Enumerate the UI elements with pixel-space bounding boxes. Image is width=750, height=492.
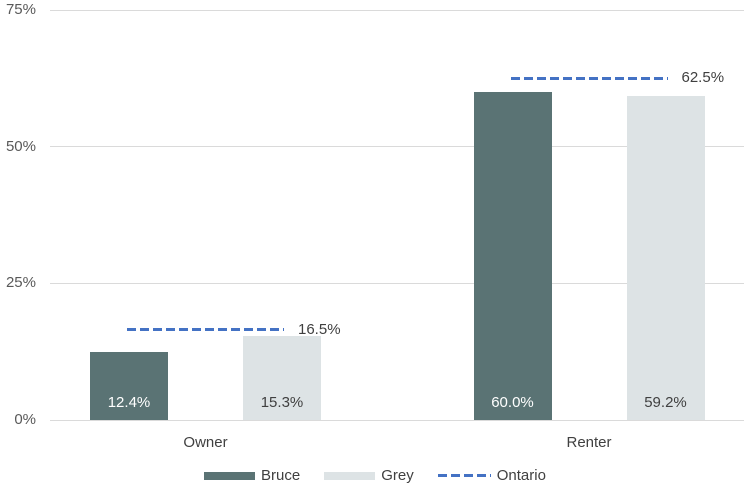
bar-grey-owner: 15.3% [243,336,321,420]
legend-swatch-bruce [204,471,256,480]
reference-line-ontario-renter [510,76,668,80]
legend-label: Ontario [496,467,546,484]
y-tick-label: 25% [5,274,36,292]
bar-data-label: 60.0% [491,394,534,411]
gridline [50,146,744,148]
gridline [50,9,744,11]
bar-data-label: 15.3% [260,393,304,411]
bar-data-label: 59.2% [644,393,687,411]
y-tick-label: 75% [5,1,36,18]
bar-bruce-renter: 60.0% [473,92,552,420]
reference-line-ontario-owner [127,328,284,332]
legend-item-ontario: Ontario [437,467,546,484]
reference-line-label: 62.5% [681,69,725,87]
x-category-label-owner: Owner [183,434,228,451]
legend: Bruce Grey Ontario [0,467,750,484]
legend-label: Grey [381,467,414,484]
bar-bruce-owner: 12.4% [90,352,168,420]
bar-grey-renter: 59.2% [626,96,705,420]
legend-item-bruce: Bruce [204,467,300,484]
x-category-label-renter: Renter [566,434,612,451]
legend-swatch-ontario [437,474,491,477]
x-axis-line [50,419,744,421]
y-tick-label: 50% [5,137,36,155]
legend-label: Bruce [261,467,301,484]
reference-line-label: 16.5% [298,320,341,338]
y-tick-label: 0% [14,411,36,428]
legend-swatch-grey [324,471,376,480]
legend-item-grey: Grey [324,467,414,484]
gridline [50,282,744,284]
bar-data-label: 12.4% [107,393,151,411]
